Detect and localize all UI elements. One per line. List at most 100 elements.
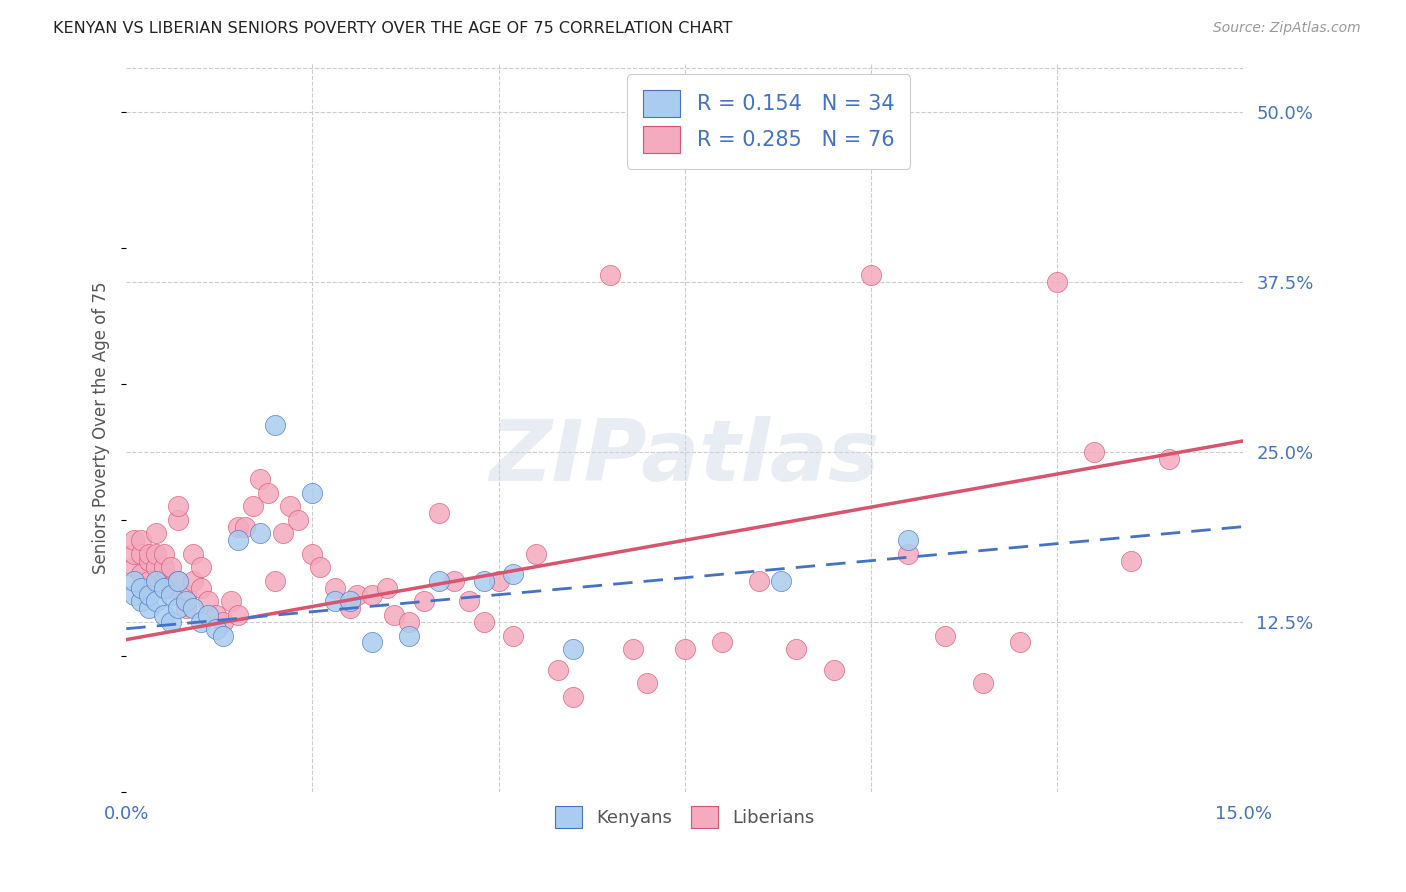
Point xyxy=(181,547,204,561)
Point xyxy=(382,608,405,623)
Point xyxy=(1008,635,1031,649)
Point xyxy=(167,500,190,514)
Point xyxy=(637,676,659,690)
Point xyxy=(226,608,249,623)
Point xyxy=(129,547,152,561)
Point xyxy=(301,485,323,500)
Point xyxy=(1083,445,1105,459)
Point xyxy=(160,581,183,595)
Point xyxy=(897,533,920,548)
Point xyxy=(145,526,167,541)
Point xyxy=(212,628,235,642)
Point xyxy=(1157,451,1180,466)
Point xyxy=(278,500,301,514)
Point xyxy=(599,268,621,282)
Point xyxy=(264,574,287,588)
Point xyxy=(190,615,212,629)
Point xyxy=(145,574,167,588)
Point xyxy=(174,601,197,615)
Point xyxy=(398,615,420,629)
Point xyxy=(152,581,174,595)
Point xyxy=(823,663,845,677)
Point xyxy=(167,601,190,615)
Point xyxy=(502,567,524,582)
Point xyxy=(472,574,495,588)
Point xyxy=(524,547,547,561)
Point xyxy=(167,574,190,588)
Point xyxy=(174,588,197,602)
Point xyxy=(235,519,257,533)
Point xyxy=(488,574,510,588)
Point xyxy=(770,574,793,588)
Point xyxy=(138,574,160,588)
Point xyxy=(472,615,495,629)
Point xyxy=(934,628,956,642)
Point xyxy=(547,663,569,677)
Point xyxy=(1046,275,1069,289)
Point xyxy=(181,601,204,615)
Point xyxy=(1121,554,1143,568)
Point xyxy=(138,588,160,602)
Point xyxy=(972,676,994,690)
Point xyxy=(226,519,249,533)
Point xyxy=(287,513,309,527)
Point xyxy=(129,533,152,548)
Point xyxy=(249,472,271,486)
Point xyxy=(152,560,174,574)
Text: KENYAN VS LIBERIAN SENIORS POVERTY OVER THE AGE OF 75 CORRELATION CHART: KENYAN VS LIBERIAN SENIORS POVERTY OVER … xyxy=(53,21,733,37)
Point xyxy=(129,594,152,608)
Point xyxy=(152,608,174,623)
Point xyxy=(256,485,278,500)
Point xyxy=(129,567,152,582)
Point xyxy=(271,526,294,541)
Point xyxy=(309,560,332,574)
Point xyxy=(502,628,524,642)
Point xyxy=(160,588,183,602)
Point xyxy=(361,588,384,602)
Point xyxy=(346,588,368,602)
Point xyxy=(249,526,271,541)
Point xyxy=(242,500,264,514)
Point xyxy=(138,554,160,568)
Point xyxy=(457,594,479,608)
Point xyxy=(167,574,190,588)
Point xyxy=(212,615,235,629)
Point xyxy=(897,547,920,561)
Point xyxy=(167,513,190,527)
Point xyxy=(748,574,770,588)
Point xyxy=(398,628,420,642)
Point xyxy=(323,581,346,595)
Point xyxy=(181,574,204,588)
Point xyxy=(160,615,183,629)
Point xyxy=(152,574,174,588)
Point xyxy=(323,594,346,608)
Text: Source: ZipAtlas.com: Source: ZipAtlas.com xyxy=(1213,21,1361,36)
Legend: Kenyans, Liberians: Kenyans, Liberians xyxy=(548,799,821,835)
Point xyxy=(190,581,212,595)
Point xyxy=(710,635,733,649)
Text: ZIPatlas: ZIPatlas xyxy=(489,416,880,499)
Point xyxy=(145,560,167,574)
Point xyxy=(562,690,585,704)
Point xyxy=(621,642,644,657)
Point xyxy=(160,560,183,574)
Point xyxy=(673,642,696,657)
Point xyxy=(122,588,145,602)
Point xyxy=(375,581,398,595)
Point xyxy=(138,547,160,561)
Point xyxy=(138,601,160,615)
Point xyxy=(219,594,242,608)
Point xyxy=(443,574,465,588)
Point xyxy=(122,560,145,574)
Point xyxy=(226,533,249,548)
Point xyxy=(562,642,585,657)
Point xyxy=(145,547,167,561)
Point xyxy=(264,417,287,432)
Point xyxy=(122,533,145,548)
Point xyxy=(859,268,882,282)
Point xyxy=(204,608,226,623)
Point xyxy=(145,594,167,608)
Point xyxy=(361,635,384,649)
Point xyxy=(129,581,152,595)
Point xyxy=(197,608,219,623)
